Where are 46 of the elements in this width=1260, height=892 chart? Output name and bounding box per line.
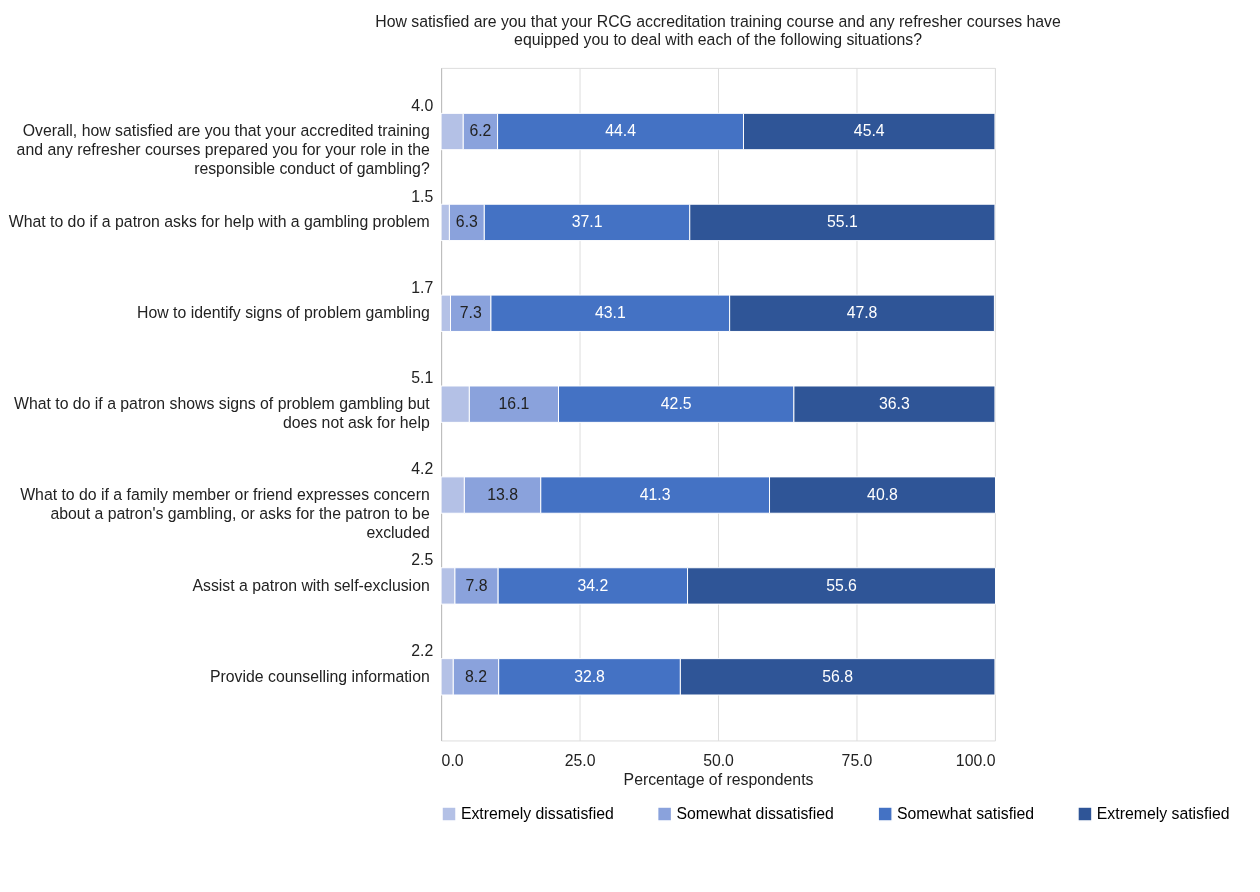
- legend-label: Somewhat satisfied: [897, 805, 1035, 823]
- data-label: 6.3: [455, 213, 479, 231]
- data-label: 2.5: [411, 551, 434, 569]
- y-tick-label: What to do if a family member or friend expresses concern about a patron's gambling, or asks for the patron to be excluded: [20, 486, 430, 541]
- data-label: 56.8: [822, 667, 854, 685]
- x-tick-label: 25.0: [564, 751, 596, 769]
- legend-label: Extremely dissatisfied: [460, 805, 614, 823]
- x-tick-label: 0.0: [441, 751, 464, 769]
- x-axis-title: Percentage of respondents: [623, 771, 814, 789]
- legend-label: Somewhat dissatisfied: [676, 805, 834, 823]
- x-tick-label: 50.0: [703, 751, 735, 769]
- chart-title: How satisfied are you that your RCG accreditation training course and any refresher courses have equipped you to deal with each of the following situations?: [375, 13, 1061, 49]
- data-label: 7.3: [459, 304, 482, 322]
- data-label: 42.5: [660, 395, 692, 413]
- data-label: 6.2: [469, 122, 492, 140]
- data-label: 16.1: [498, 395, 530, 413]
- y-tick-label: Assist a patron with self-exclusion: [192, 576, 430, 594]
- data-label: 4.2: [411, 460, 434, 478]
- data-label: 47.8: [846, 304, 878, 322]
- data-label: 8.2: [465, 667, 487, 685]
- data-label: 4.0: [411, 96, 434, 114]
- data-label: 41.3: [639, 486, 671, 503]
- x-tick-label: 75.0: [841, 751, 873, 769]
- data-label: 37.1: [571, 213, 603, 231]
- data-label: 36.3: [879, 395, 911, 413]
- data-label: 1.7: [411, 278, 434, 296]
- data-label: 43.1: [594, 304, 626, 322]
- y-tick-label: Overall, how satisfied are you that your accredited training and any refresher courses prepared you for your role in the responsible conduct of gambling?: [16, 122, 430, 178]
- data-label: 34.2: [577, 576, 609, 594]
- data-label: 55.1: [826, 213, 858, 231]
- data-label: 2.2: [411, 642, 434, 660]
- data-label: 44.4: [605, 122, 637, 140]
- data-label: 40.8: [867, 486, 899, 503]
- y-tick-label: What to do if a patron shows signs of problem gambling but does not ask for help: [13, 395, 431, 431]
- y-tick-label: How to identify signs of problem gambling: [137, 304, 430, 322]
- data-label: 1.5: [411, 187, 434, 205]
- data-label: 32.8: [574, 667, 606, 685]
- y-tick-label: What to do if a patron asks for help with a gambling problem: [8, 213, 430, 231]
- data-label: 55.6: [826, 576, 858, 594]
- legend-label: Extremely satisfied: [1096, 805, 1230, 823]
- data-label: 13.8: [487, 486, 519, 503]
- x-tick-label: 100.0: [955, 751, 996, 769]
- data-label: 7.8: [465, 576, 488, 594]
- y-tick-label: Provide counselling information: [209, 667, 430, 685]
- data-label: 45.4: [853, 122, 885, 140]
- data-label: 5.1: [411, 369, 434, 387]
